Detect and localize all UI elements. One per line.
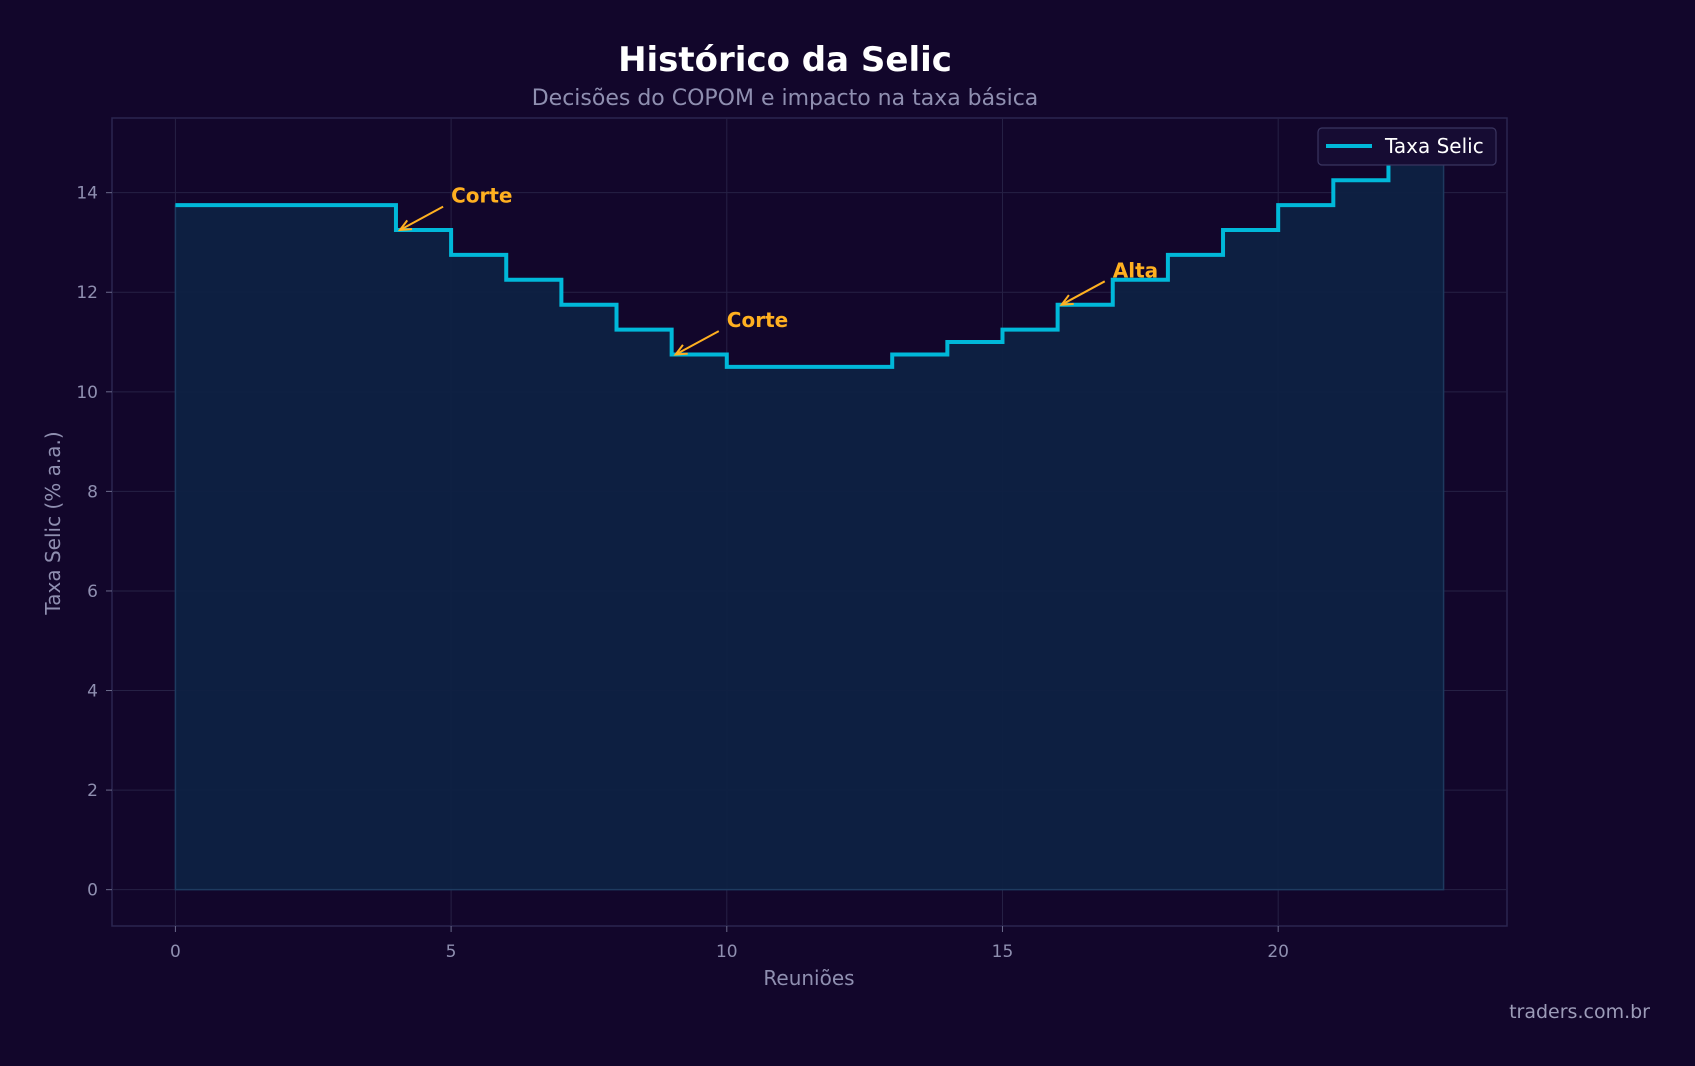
annotation-arrow bbox=[1061, 280, 1106, 306]
y-tick-label: 2 bbox=[87, 781, 98, 801]
y-tick-label: 14 bbox=[76, 184, 98, 204]
annotation-label: Alta bbox=[1113, 258, 1158, 282]
annotation-arrowhead bbox=[397, 219, 413, 232]
x-tick-label: 10 bbox=[716, 942, 738, 962]
chart-title: Histórico da Selic bbox=[618, 40, 952, 80]
annotations: Corte Corte Alta bbox=[397, 184, 1158, 356]
legend: Taxa Selic bbox=[1317, 127, 1497, 166]
y-tick-label: 8 bbox=[87, 482, 98, 502]
x-tick-label: 0 bbox=[170, 942, 181, 962]
series-line-taxa-selic bbox=[175, 153, 1444, 369]
x-tick-label: 15 bbox=[992, 942, 1014, 962]
legend-box bbox=[1317, 127, 1497, 166]
y-tick-label: 6 bbox=[87, 582, 98, 602]
x-tick-label: 5 bbox=[446, 942, 457, 962]
chart-subtitle: Decisões do COPOM e impacto na taxa bási… bbox=[532, 86, 1039, 111]
tick-labels: 0 5 10 15 20 0 2 4 6 8 10 12 14 bbox=[76, 184, 1289, 962]
annotation-arrowhead bbox=[673, 344, 688, 356]
annotation-label: Corte bbox=[451, 184, 512, 208]
y-tick-label: 4 bbox=[87, 682, 98, 702]
y-tick-label: 10 bbox=[76, 383, 98, 403]
x-tick-label: 20 bbox=[1267, 942, 1289, 962]
annotation-label: Corte bbox=[727, 308, 788, 332]
area-fill-layer bbox=[174, 154, 1445, 891]
area-fill bbox=[174, 154, 1445, 891]
footer-source: traders.com.br bbox=[1509, 1001, 1650, 1023]
series-line-layer bbox=[175, 153, 1444, 369]
annotation-arrow bbox=[675, 330, 720, 356]
annotation-arrowhead bbox=[1059, 294, 1074, 306]
annotation-arrow bbox=[399, 205, 444, 231]
x-axis-label: Reuniões bbox=[763, 966, 854, 990]
legend-label-taxa-selic: Taxa Selic bbox=[1384, 134, 1484, 158]
y-axis-label: Taxa Selic (% a.a.) bbox=[41, 431, 65, 615]
plot-area bbox=[111, 117, 1508, 927]
y-tick-label: 0 bbox=[87, 881, 98, 901]
y-tick-label: 12 bbox=[76, 283, 98, 303]
